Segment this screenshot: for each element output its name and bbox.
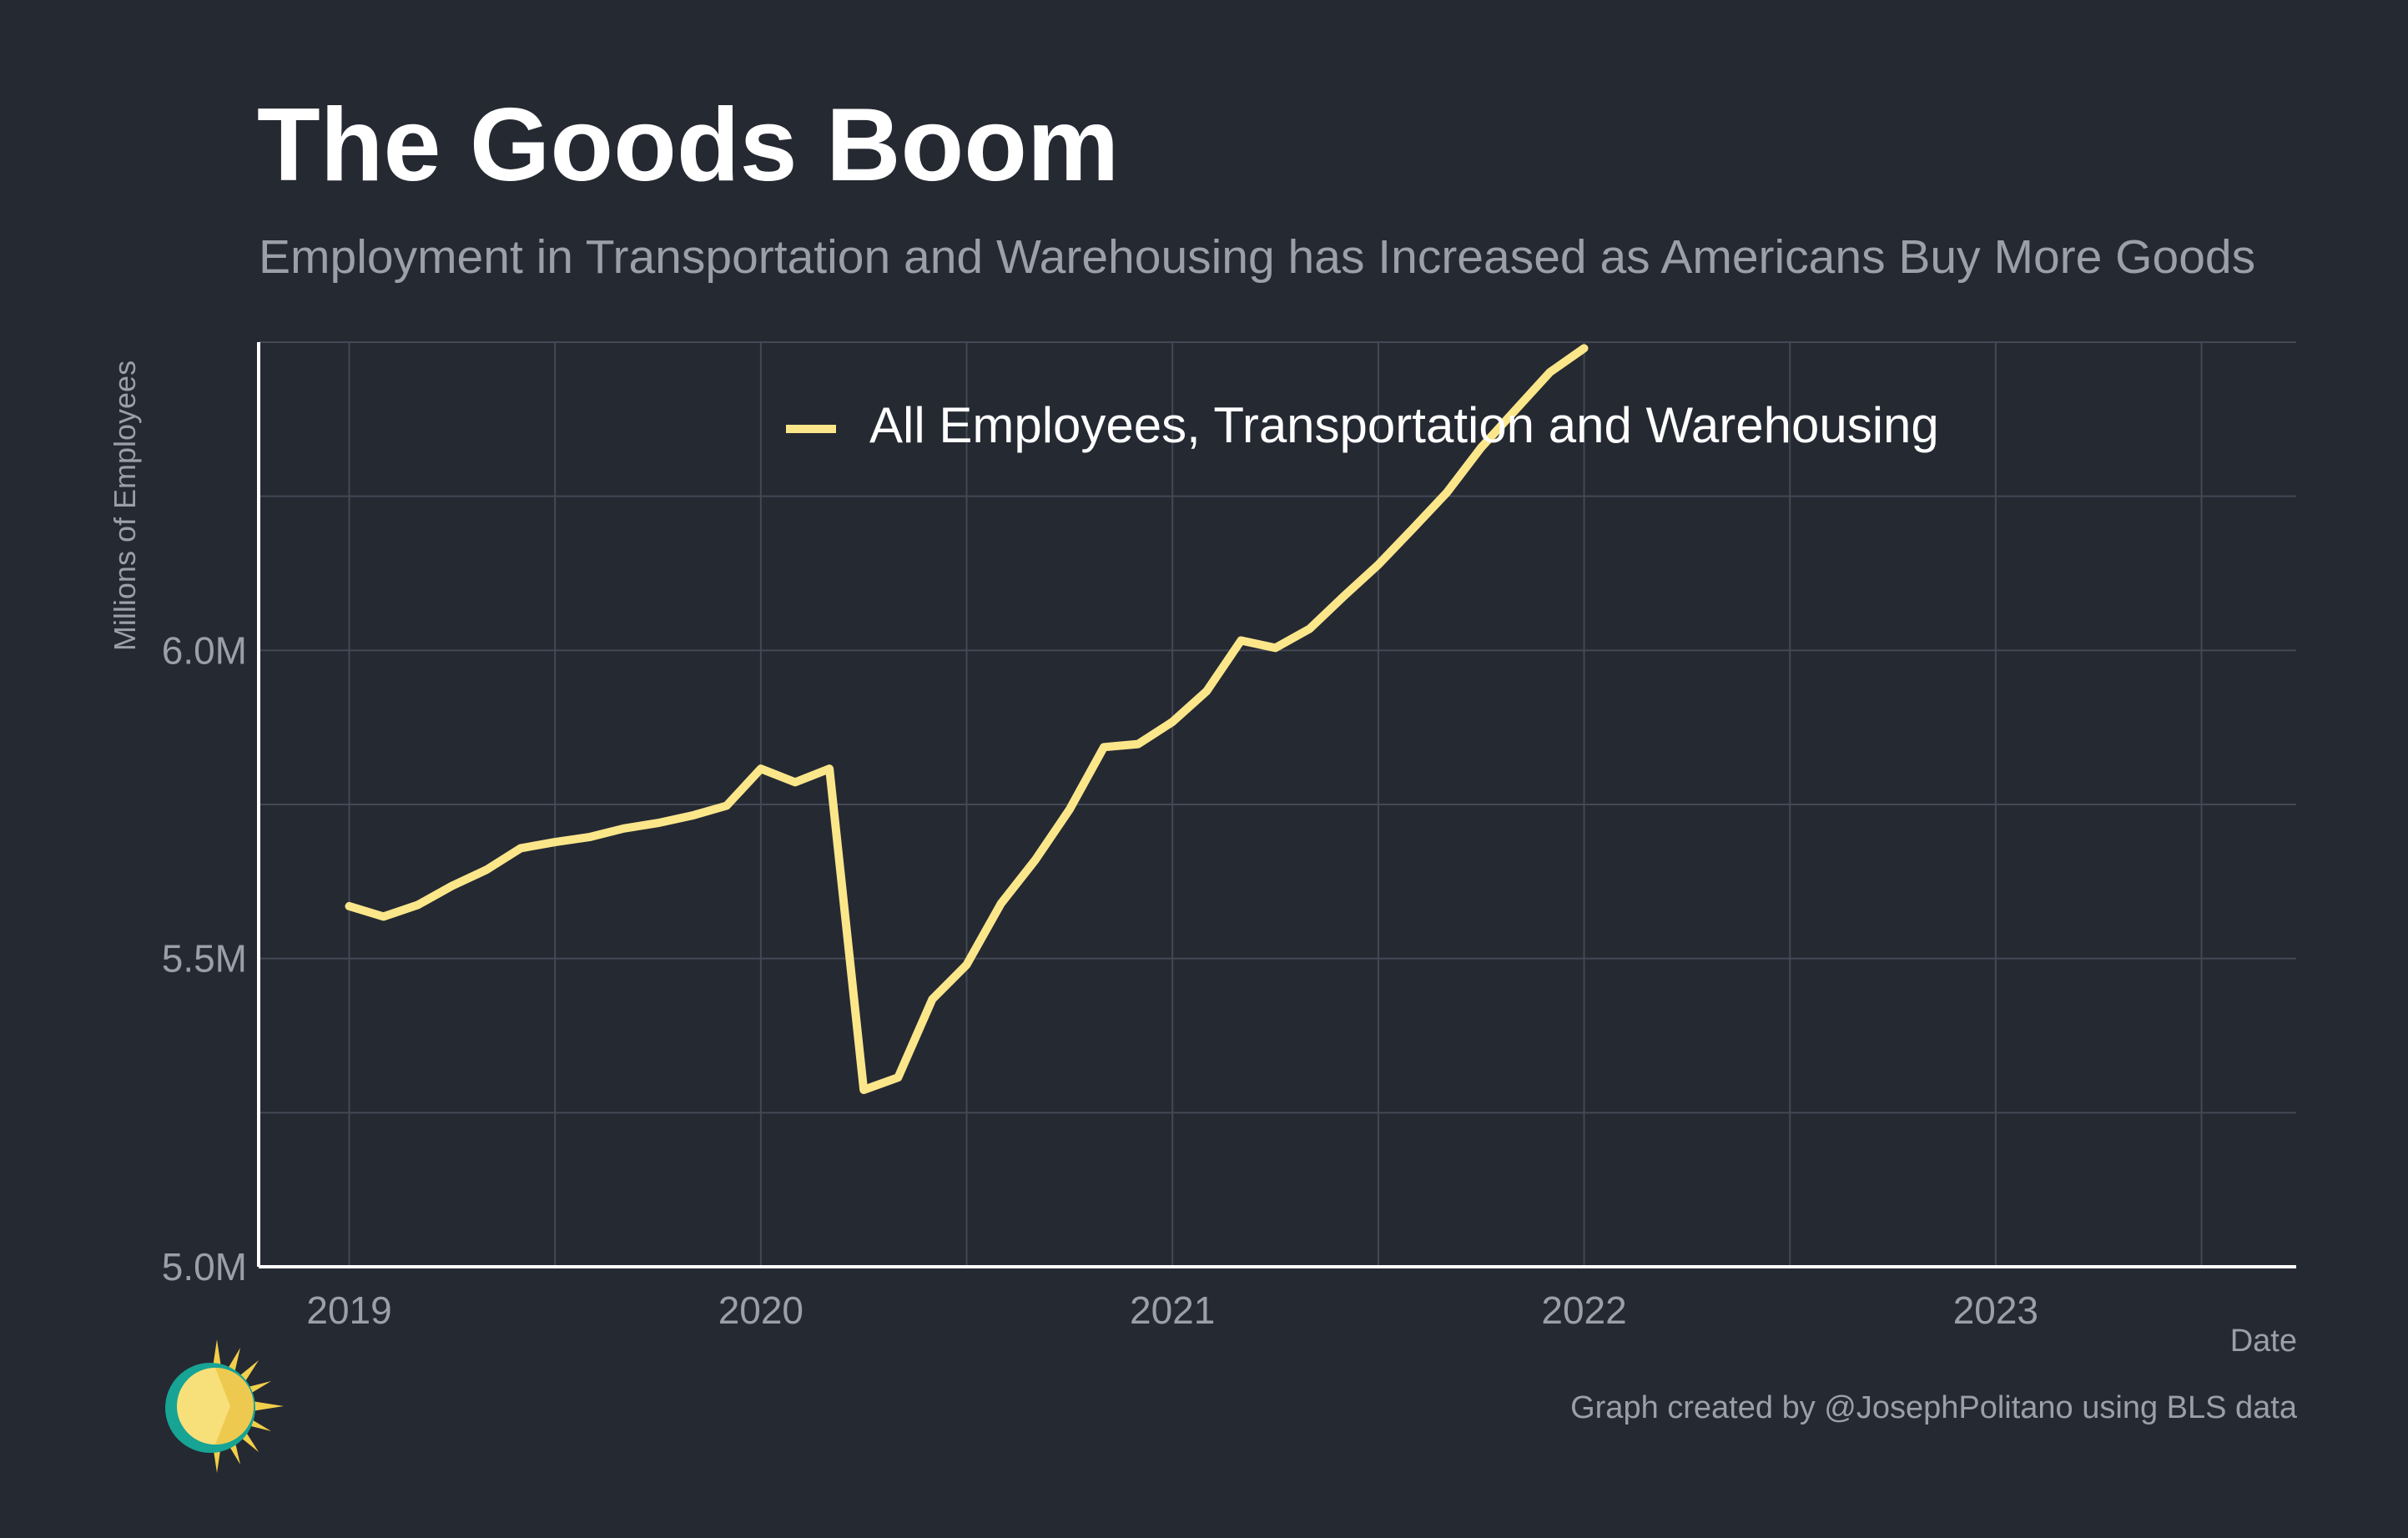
x-tick-label: 2022 — [1541, 1288, 1626, 1332]
x-tick-label: 2019 — [306, 1288, 391, 1332]
tick-labels: 2019 2020 2021 2022 2023 5.0M 5.5M 6.0M — [162, 628, 2038, 1332]
chart-axes — [257, 342, 2296, 1268]
chart-subtitle: Employment in Transportation and Warehou… — [259, 230, 2256, 284]
y-tick-label: 5.5M — [162, 937, 247, 981]
grid-lines — [259, 341, 2296, 1267]
legend-label: All Employees, Transportation and Wareho… — [869, 397, 1939, 453]
x-axis-label: Date — [2229, 1324, 2297, 1359]
legend: All Employees, Transportation and Wareho… — [786, 397, 1939, 453]
series-line — [345, 344, 1589, 1094]
sun-logo-icon — [165, 1339, 284, 1473]
y-tick-label: 6.0M — [162, 628, 247, 672]
x-tick-label: 2020 — [718, 1288, 804, 1332]
series-layer — [345, 344, 1589, 1094]
y-tick-label: 5.0M — [162, 1245, 247, 1288]
x-tick-label: 2023 — [1953, 1288, 2038, 1332]
y-axis-label: Millions of Employees — [108, 360, 142, 652]
source-caption: Graph created by @JosephPolitano using B… — [1570, 1390, 2297, 1425]
chart-title: The Goods Boom — [257, 88, 1120, 203]
x-tick-label: 2021 — [1130, 1288, 1215, 1332]
